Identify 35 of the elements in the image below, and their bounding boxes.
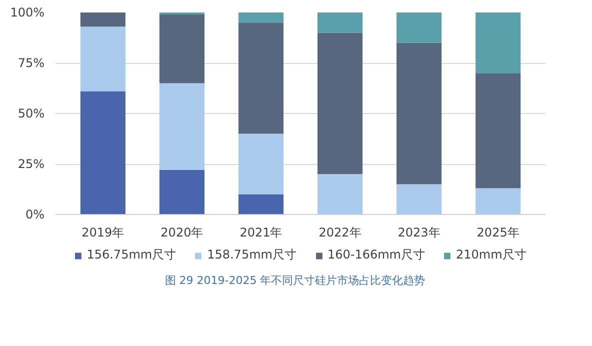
bar xyxy=(238,22,284,134)
x-tick-label: 2022年 xyxy=(318,226,362,240)
bar xyxy=(317,174,363,214)
bar xyxy=(317,32,363,174)
legend-label: 160-166mm尺寸 xyxy=(327,246,425,264)
x-tick-label: 2020年 xyxy=(160,226,204,240)
y-tick-label: 50% xyxy=(18,106,44,120)
bar xyxy=(396,42,442,184)
bar xyxy=(159,14,204,84)
x-tick-label: 2021年 xyxy=(240,226,282,240)
x-tick-label: 2025年 xyxy=(476,226,520,240)
y-tick-label: 100% xyxy=(10,6,45,20)
bar xyxy=(80,12,126,27)
caption: 图 29 2019-2025 年不同尺寸硅片市场占比变化趋势 xyxy=(164,273,426,289)
bar xyxy=(238,134,284,194)
x-tick-label: 2023年 xyxy=(398,226,440,240)
legend-label: 158.75mm尺寸 xyxy=(207,246,296,264)
bar xyxy=(238,12,284,23)
y-tick-label: 0% xyxy=(25,208,45,222)
x-tick-label: 2019年 xyxy=(82,226,124,240)
bar xyxy=(476,188,521,214)
bar xyxy=(476,12,521,74)
legend-label: 156.75mm尺寸 xyxy=(86,246,176,264)
bar xyxy=(159,83,204,170)
bar xyxy=(317,12,363,33)
bar xyxy=(476,73,521,188)
bar xyxy=(80,26,126,92)
y-tick-label: 75% xyxy=(18,56,44,70)
bar xyxy=(80,91,126,214)
legend-label: 210mm尺寸 xyxy=(456,246,526,264)
bar xyxy=(159,170,204,214)
bar xyxy=(238,194,284,214)
bar xyxy=(396,12,442,43)
y-tick-label: 25% xyxy=(18,157,44,171)
bar xyxy=(396,184,442,214)
